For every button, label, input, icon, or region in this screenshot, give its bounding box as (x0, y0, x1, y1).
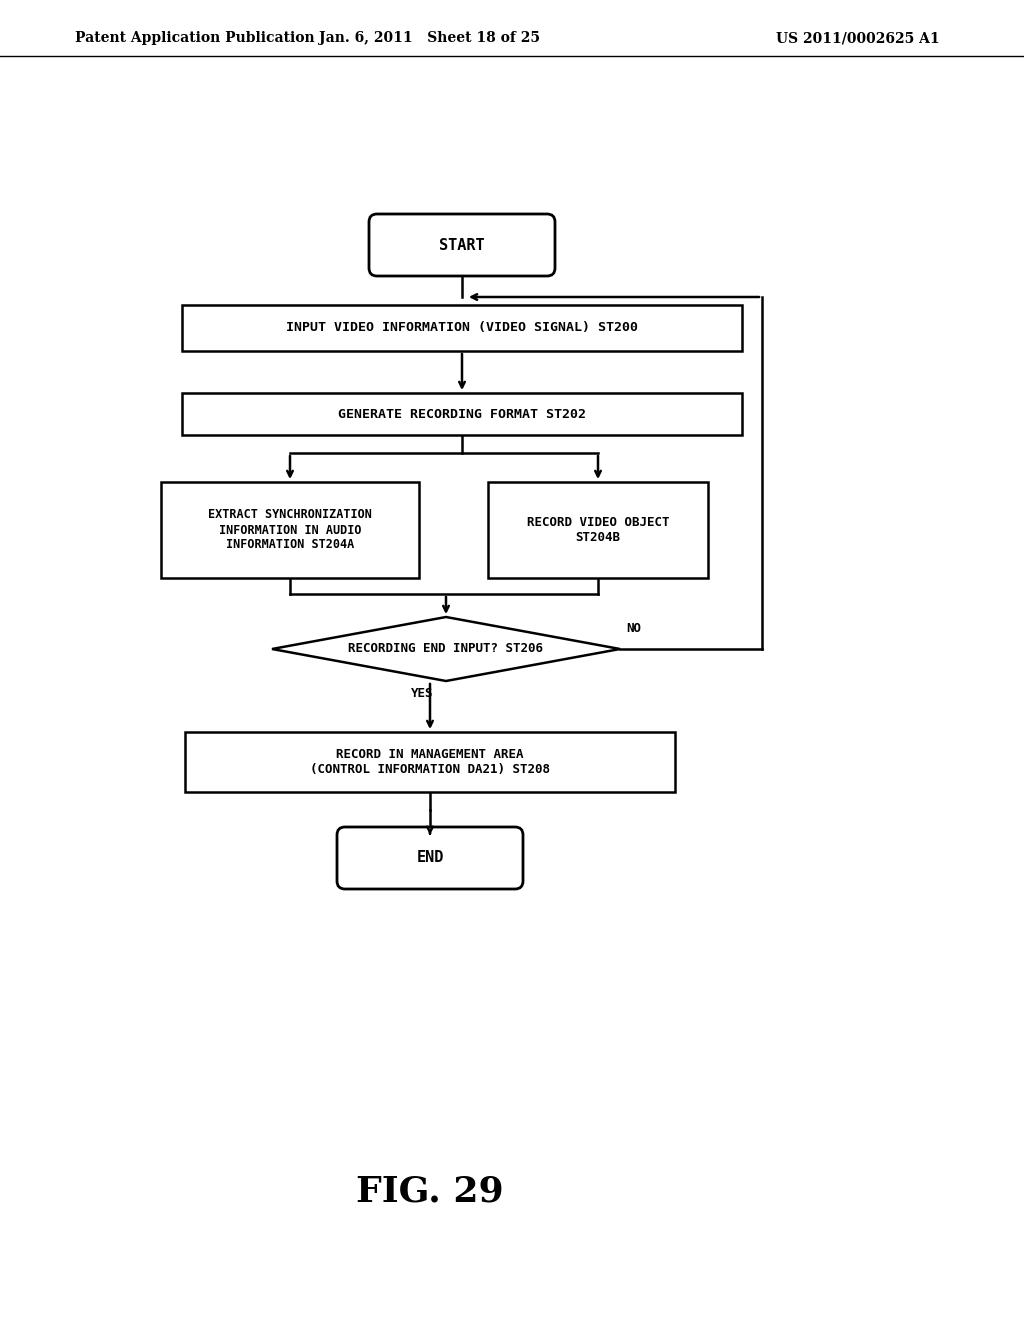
FancyBboxPatch shape (337, 828, 523, 888)
Text: FIG. 29: FIG. 29 (356, 1175, 504, 1209)
Text: Patent Application Publication: Patent Application Publication (75, 30, 314, 45)
Bar (182, 393, 742, 436)
Text: RECORD VIDEO OBJECT
ST204B: RECORD VIDEO OBJECT ST204B (526, 516, 670, 544)
Bar (185, 733, 675, 792)
Text: END: END (417, 850, 443, 866)
Text: EXTRACT SYNCHRONIZATION
INFORMATION IN AUDIO
INFORMATION ST204A: EXTRACT SYNCHRONIZATION INFORMATION IN A… (208, 508, 372, 552)
Bar (488, 482, 708, 578)
Text: YES: YES (411, 686, 433, 700)
FancyBboxPatch shape (369, 214, 555, 276)
Bar (161, 482, 419, 578)
Text: US 2011/0002625 A1: US 2011/0002625 A1 (776, 30, 940, 45)
Text: NO: NO (626, 622, 641, 635)
Text: INPUT VIDEO INFORMATION (VIDEO SIGNAL) ST200: INPUT VIDEO INFORMATION (VIDEO SIGNAL) S… (286, 322, 638, 334)
Text: START: START (439, 238, 484, 252)
Text: RECORDING END INPUT? ST206: RECORDING END INPUT? ST206 (348, 643, 544, 656)
Text: Jan. 6, 2011   Sheet 18 of 25: Jan. 6, 2011 Sheet 18 of 25 (319, 30, 541, 45)
Polygon shape (272, 616, 620, 681)
Bar (182, 305, 742, 351)
Text: GENERATE RECORDING FORMAT ST202: GENERATE RECORDING FORMAT ST202 (338, 408, 586, 421)
Text: RECORD IN MANAGEMENT AREA
(CONTROL INFORMATION DA21) ST208: RECORD IN MANAGEMENT AREA (CONTROL INFOR… (310, 748, 550, 776)
